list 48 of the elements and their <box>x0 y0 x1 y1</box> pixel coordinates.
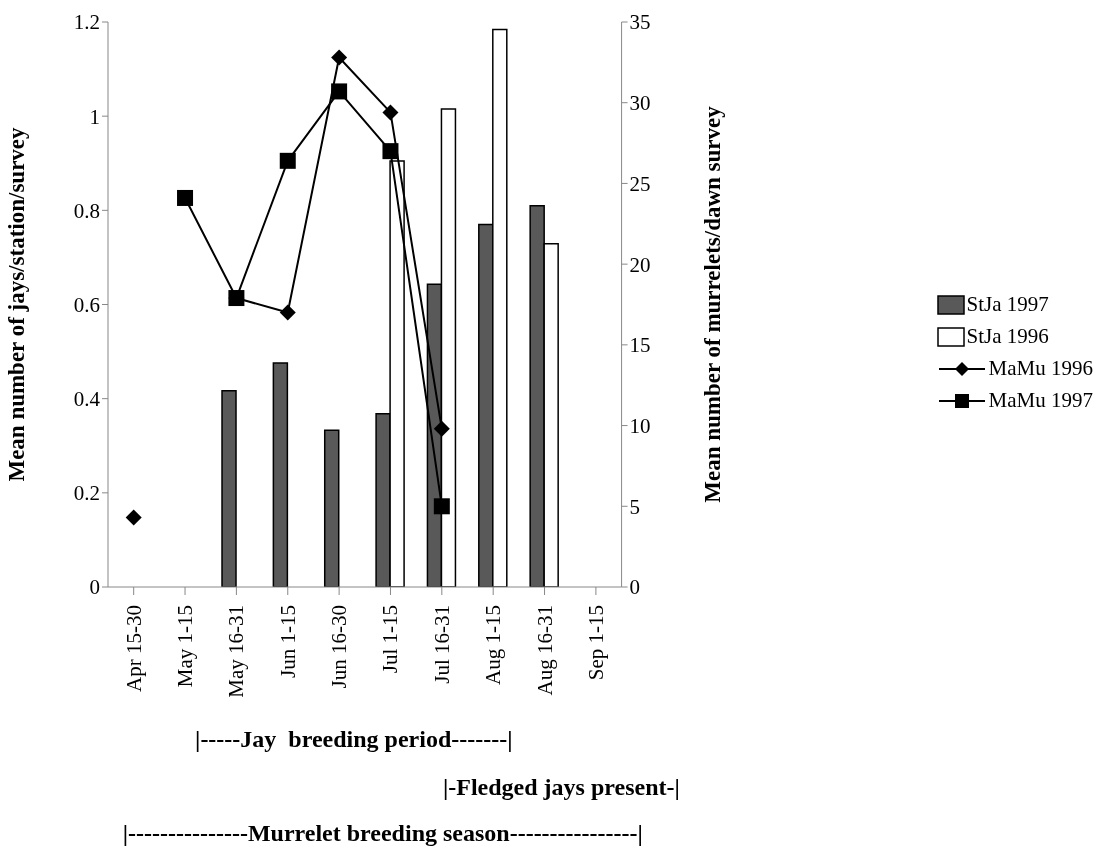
y2-tick-label: 20 <box>629 252 651 277</box>
text: |---------------Murrelet breeding season----------------| <box>122 820 643 847</box>
y2-axis-title: Mean number of murrelets/dawn survey <box>699 105 725 503</box>
point <box>125 509 142 526</box>
text: |-Fledged jays present-| <box>443 774 680 801</box>
point <box>279 304 296 321</box>
text: |-----Jay breeding period-------| <box>195 726 513 753</box>
y2-tick-label: 0 <box>629 575 641 600</box>
x-tick-label: May 1-15 <box>173 605 198 688</box>
x-tick-label: Aug 16-31 <box>532 605 557 696</box>
x-tick-label: Jun 1-15 <box>275 605 300 678</box>
y-axis-title: Mean number of jays/station/survey <box>4 126 30 482</box>
y-tick-label: 0 <box>89 575 100 600</box>
point <box>331 83 348 100</box>
y-tick-label: 1 <box>89 104 100 129</box>
point <box>331 49 348 66</box>
y-tick-label: 0.6 <box>73 292 100 317</box>
bar <box>323 429 340 587</box>
y-tick-label: 0.4 <box>73 387 101 412</box>
y2-tick-label: 5 <box>629 494 641 519</box>
bar <box>272 362 289 587</box>
legend-label: StJa 1997 <box>966 292 1049 317</box>
legend-label: MaMu 1997 <box>988 388 1093 413</box>
y2-tick-label: 15 <box>629 333 651 358</box>
y-tick-label: 1.2 <box>73 10 100 35</box>
x-tick-label: Apr 15-30 <box>121 605 146 692</box>
bar <box>221 389 237 587</box>
x-tick-label: Sep 1-15 <box>583 605 608 681</box>
y2-tick-label: 35 <box>629 10 651 35</box>
y2-tick-label: 30 <box>629 91 651 116</box>
y2-tick-label: 25 <box>629 171 651 196</box>
x-tick-label: May 16-31 <box>224 605 249 698</box>
legend-label: StJa 1996 <box>966 324 1049 349</box>
point <box>279 152 296 169</box>
point <box>228 290 245 307</box>
x-tick-label: Jul 16-31 <box>429 605 454 684</box>
point <box>382 104 399 121</box>
x-tick-label: Jul 1-15 <box>378 605 403 674</box>
point <box>382 143 399 160</box>
y2-tick-label: 10 <box>629 414 651 439</box>
y-tick-label: 0.8 <box>73 198 100 223</box>
x-tick-label: Jun 16-30 <box>327 605 352 689</box>
legend-label: MaMu 1996 <box>988 356 1093 381</box>
point <box>177 189 194 206</box>
point <box>433 498 450 515</box>
y-tick-label: 0.2 <box>73 481 100 506</box>
point <box>433 420 450 437</box>
x-tick-label: Aug 1-15 <box>481 605 506 685</box>
